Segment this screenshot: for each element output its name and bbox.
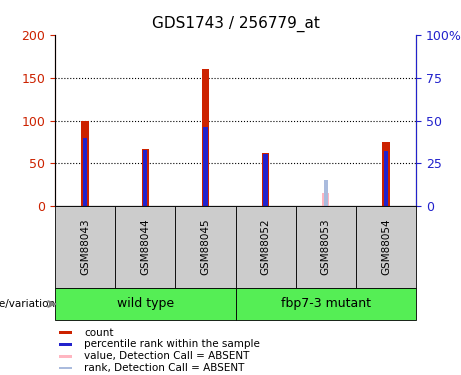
Text: value, Detection Call = ABSENT: value, Detection Call = ABSENT [84,351,249,361]
Text: GSM88043: GSM88043 [80,219,90,275]
Text: GSM88053: GSM88053 [321,219,331,275]
Text: GSM88044: GSM88044 [140,219,150,275]
Bar [59,331,71,334]
Bar [356,206,416,288]
Bar [59,343,71,346]
Bar [83,138,87,206]
Bar [82,120,89,206]
Text: percentile rank within the sample: percentile rank within the sample [84,339,260,350]
Text: rank, Detection Call = ABSENT: rank, Detection Call = ABSENT [84,363,244,373]
Bar [384,151,388,206]
Text: fbp7-3 mutant: fbp7-3 mutant [281,297,371,310]
Bar [322,193,329,206]
Bar [236,288,416,320]
Bar [236,206,296,288]
Text: GSM88054: GSM88054 [381,219,391,275]
Text: GSM88052: GSM88052 [260,219,271,275]
Text: count: count [84,328,113,338]
Bar [203,128,207,206]
Text: genotype/variation: genotype/variation [0,299,55,309]
Bar [55,206,115,288]
Title: GDS1743 / 256779_at: GDS1743 / 256779_at [152,16,319,32]
Bar [175,206,236,288]
Text: GSM88045: GSM88045 [201,219,210,275]
Bar [142,149,149,206]
Bar [143,150,148,206]
Bar [264,154,268,206]
Bar [324,180,328,206]
Bar [59,355,71,358]
Bar [296,206,356,288]
Bar [55,288,236,320]
Bar [382,142,390,206]
Bar [262,153,269,206]
Bar [115,206,175,288]
Bar [202,69,209,206]
Text: wild type: wild type [117,297,174,310]
Bar [59,366,71,369]
